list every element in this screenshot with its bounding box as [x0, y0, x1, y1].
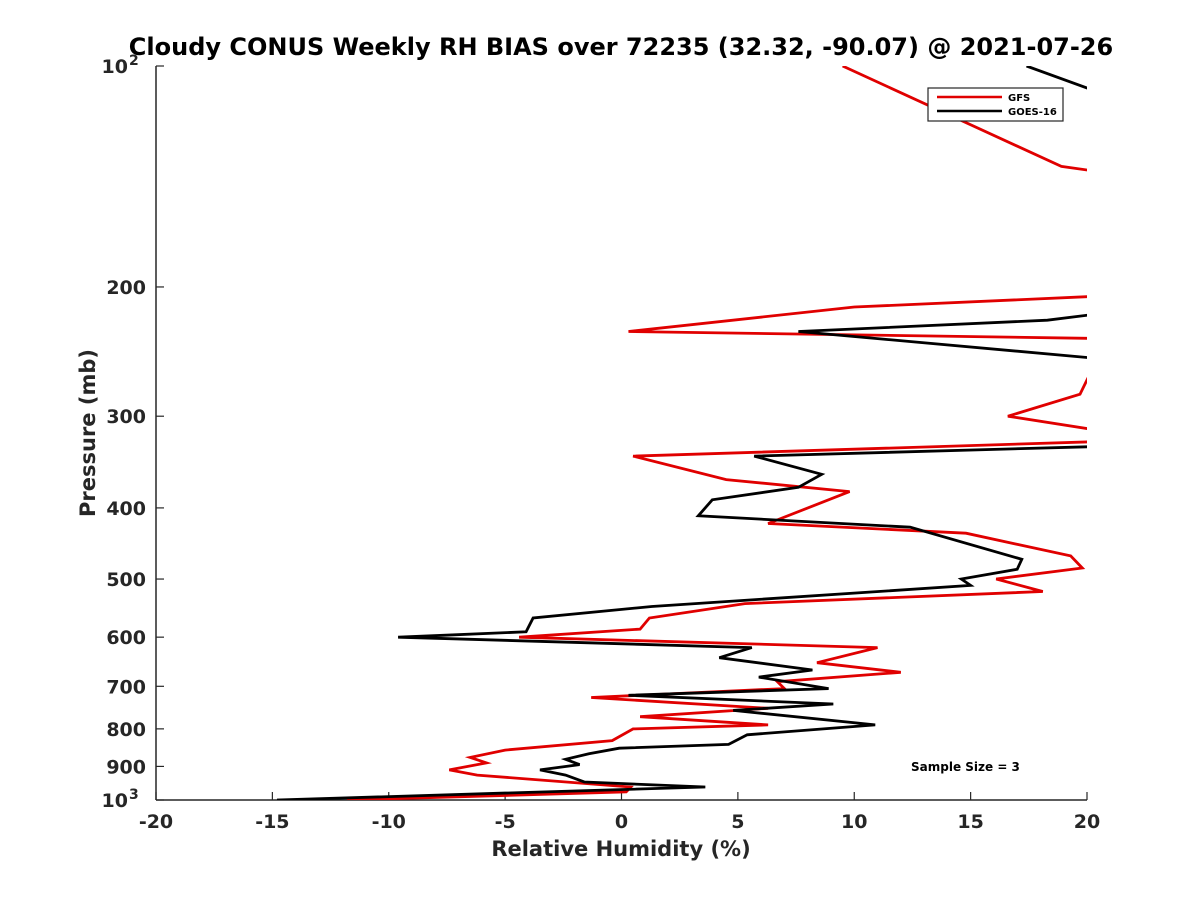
- y-tick-label-base: 900: [106, 756, 146, 778]
- y-tick-label: 500: [106, 569, 146, 591]
- y-tick-label-base: 200: [106, 277, 146, 299]
- legend-label-gfs: GFS: [1008, 93, 1030, 104]
- series-group: [276, 66, 1087, 800]
- x-tick-label: -20: [139, 811, 173, 833]
- y-axis-label: Pressure (mb): [76, 349, 100, 517]
- y-tick-label: 600: [106, 627, 146, 649]
- legend-label-goes16: GOES-16: [1008, 107, 1057, 118]
- legend: GFS GOES-16: [927, 87, 1064, 122]
- y-tick-label-exponent: 3: [129, 787, 139, 803]
- y-tick-label-base: 10: [102, 790, 128, 812]
- y-tick-label: 800: [106, 719, 146, 741]
- y-tick-label: 200: [106, 277, 146, 299]
- y-tick-label-base: 400: [106, 498, 146, 520]
- y-tick-label-base: 500: [106, 569, 146, 591]
- x-tick-label: -10: [372, 811, 406, 833]
- y-tick-label-base: 700: [106, 676, 146, 698]
- series-line-goes16: [276, 66, 1087, 800]
- x-tick-label: 15: [957, 811, 983, 833]
- y-tick-label-base: 600: [106, 627, 146, 649]
- y-tick-label: 400: [106, 498, 146, 520]
- x-tick-label: 5: [731, 811, 744, 833]
- y-tick-label: 900: [106, 756, 146, 778]
- sample-size-annotation: Sample Size = 3: [911, 760, 1020, 774]
- x-tick-label: 20: [1074, 811, 1100, 833]
- x-ticks: -20 -15 -10 -5 0 5 10 15 20: [139, 792, 1100, 833]
- axes: [155, 66, 1087, 801]
- y-tick-label-base: 800: [106, 719, 146, 741]
- y-tick-label: 700: [106, 676, 146, 698]
- y-tick-label-exponent: 2: [129, 53, 139, 69]
- x-axis-label: Relative Humidity (%): [491, 837, 750, 861]
- y-tick-label: 10: [102, 56, 128, 78]
- x-tick-label: -15: [255, 811, 289, 833]
- x-tick-label: 0: [615, 811, 628, 833]
- y-tick-label-base: 300: [106, 406, 146, 428]
- y-tick-label: 300: [106, 406, 146, 428]
- series-line-gfs: [346, 66, 1087, 800]
- y-tick-label: 10: [102, 790, 128, 812]
- legend-box: [927, 87, 1064, 122]
- y-tick-label-base: 10: [102, 56, 128, 78]
- chart-title: Cloudy CONUS Weekly RH BIAS over 72235 (…: [129, 33, 1113, 61]
- x-tick-label: 10: [841, 811, 867, 833]
- x-tick-label: -5: [495, 811, 516, 833]
